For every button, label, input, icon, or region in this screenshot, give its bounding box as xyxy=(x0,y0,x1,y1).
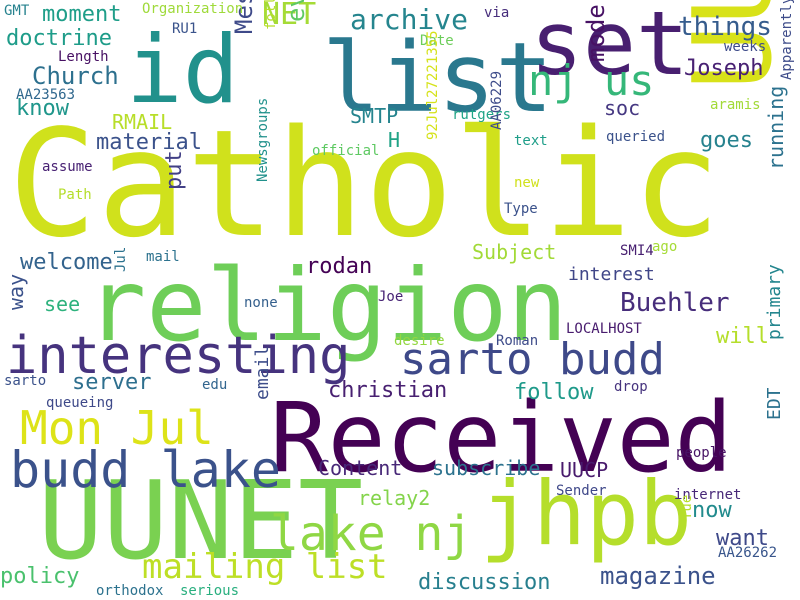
word-buehler: Buehler xyxy=(620,288,730,318)
word-people: people xyxy=(676,445,727,461)
word-rutgers: rutgers xyxy=(452,107,512,123)
word-length: Length xyxy=(58,49,109,65)
word-aa23563: AA23563 xyxy=(16,87,76,103)
word-see: see xyxy=(44,292,81,316)
word-assume: assume xyxy=(42,159,93,175)
word-queried: queried xyxy=(606,129,666,145)
word-uunet: UUNET xyxy=(38,459,364,584)
word-way: way xyxy=(4,273,28,310)
word-now: now xyxy=(692,498,732,523)
word-welcome: welcome xyxy=(20,250,113,275)
word-text: text xyxy=(514,133,548,149)
word-doctrine: doctrine xyxy=(6,26,112,51)
word-sender: Sender xyxy=(556,483,607,499)
word-mailing-list: mailing list xyxy=(142,547,388,587)
word-nj-us: nj us xyxy=(528,56,655,105)
word-edt: EDT xyxy=(764,387,785,420)
word-serious: serious xyxy=(180,583,240,599)
word-organization: Organization xyxy=(142,1,244,17)
word-following: following xyxy=(263,0,279,30)
word-interest: interest xyxy=(568,264,655,285)
word-subscribe: subscribe xyxy=(432,456,541,480)
word-jhpb: jhpb xyxy=(480,462,692,565)
word-policy: policy xyxy=(0,564,80,589)
word-subject: Subject xyxy=(472,240,557,264)
word-want: want xyxy=(716,526,769,551)
word-drop: drop xyxy=(614,379,648,395)
word-joseph: Joseph xyxy=(684,56,764,81)
word-content: Content xyxy=(318,456,403,480)
word-mon-jul: Mon Jul xyxy=(20,401,214,455)
word-set: set xyxy=(530,0,689,95)
word-newsgroups: Newsgroups xyxy=(255,97,271,182)
word-net: NET xyxy=(262,0,317,32)
word-gmt: GMT xyxy=(4,3,30,19)
word-follow: follow xyxy=(514,380,594,405)
word-server: server xyxy=(72,370,152,395)
word-put: put xyxy=(162,150,187,190)
word-apparently: Apparently xyxy=(779,0,795,80)
word-list: list xyxy=(322,22,554,134)
word-tue: Tue xyxy=(679,494,695,520)
word-aramis: aramis xyxy=(710,97,761,113)
word-will: will xyxy=(716,324,769,349)
word-everyone: everyone xyxy=(282,0,310,22)
word-weeks: weeks xyxy=(724,39,767,55)
word-magazine: magazine xyxy=(600,562,716,590)
word-queueing: queueing xyxy=(46,395,114,411)
word-orthodox: orthodox xyxy=(96,583,164,599)
word-h: H xyxy=(388,128,401,152)
word-things: things xyxy=(678,12,772,42)
word-date: Date xyxy=(420,33,454,49)
word-via: via xyxy=(484,5,510,21)
word-relay2: relay2 xyxy=(358,486,431,510)
word-id: id xyxy=(126,16,240,125)
word-edu: edu xyxy=(202,377,228,393)
word-christian: christian xyxy=(328,378,448,403)
word-sarto: sarto xyxy=(4,373,47,389)
word-moment: moment xyxy=(42,2,122,27)
word-religion: religion xyxy=(86,247,568,364)
word-rodan: rodan xyxy=(306,254,373,279)
word-primary: primary xyxy=(764,264,785,340)
word-ru1: RU1 xyxy=(172,21,198,37)
word-roman: Roman xyxy=(496,333,539,349)
word-aa06229: AA06229 xyxy=(489,70,505,130)
word-moderation: moderation xyxy=(582,0,610,62)
word-rmail: RMAIL xyxy=(112,110,173,134)
word-path: Path xyxy=(58,187,92,203)
word-official: official xyxy=(312,143,380,159)
word-soc: soc xyxy=(604,96,641,120)
word-smi4: SMI4 xyxy=(620,243,654,259)
word-internet: internet xyxy=(674,487,742,503)
word-know: know xyxy=(16,96,69,121)
word-localhost: LOCALHOST xyxy=(566,321,642,337)
word-received: Received xyxy=(270,382,733,494)
word-archive: archive xyxy=(350,3,469,36)
word-desire: desire xyxy=(394,333,445,349)
word-lake-nj: lake nj xyxy=(270,506,473,562)
word-mail: mail xyxy=(146,249,180,265)
word-email: email xyxy=(252,345,273,400)
word-aa26262: AA26262 xyxy=(718,545,778,561)
word-church: Church xyxy=(32,62,119,90)
word-new: new xyxy=(514,175,540,191)
word-discussion: discussion xyxy=(418,570,551,595)
word-catholic: Catholic xyxy=(8,98,721,270)
word-smtp: SMTP xyxy=(350,104,399,128)
word-budd-lake: budd lake xyxy=(10,441,281,499)
word-sarto-budd: sarto budd xyxy=(400,334,665,385)
word-jul: Jul xyxy=(113,246,129,272)
word-none: none xyxy=(244,295,278,311)
word-running: running xyxy=(764,85,788,170)
word-joe: Joe xyxy=(378,289,404,305)
word-ago: ago xyxy=(652,239,678,255)
word-goes: goes xyxy=(700,128,753,153)
word-92jul27221355: 92Jul27221355 xyxy=(425,30,441,140)
word-type: Type xyxy=(504,201,538,217)
word-uucp: UUCP xyxy=(560,458,609,482)
word-material: material xyxy=(96,130,202,155)
word-interesting: interesting xyxy=(6,326,351,386)
